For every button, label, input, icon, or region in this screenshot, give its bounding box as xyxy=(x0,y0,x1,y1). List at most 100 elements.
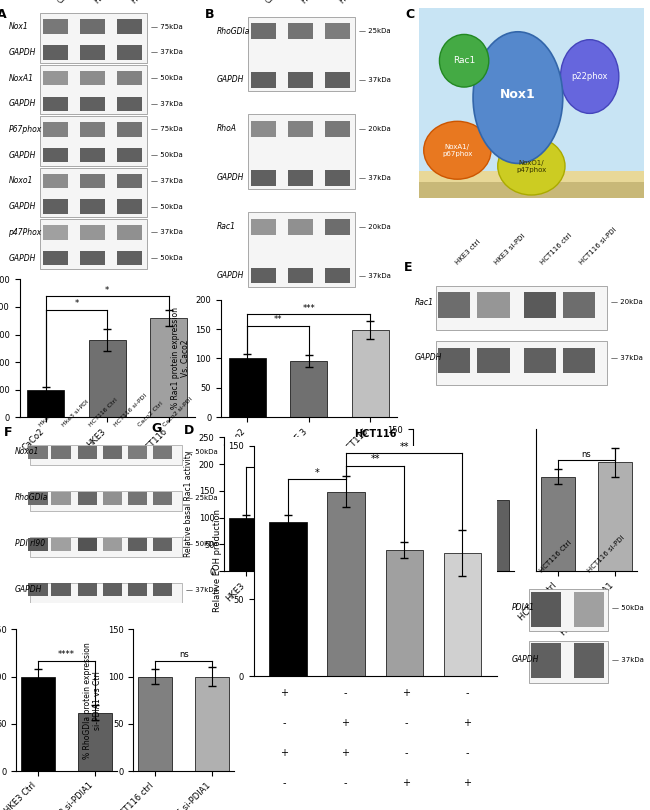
Text: -: - xyxy=(282,778,286,788)
Text: — 37kDa: — 37kDa xyxy=(151,100,183,107)
Bar xyxy=(116,199,142,214)
Text: *: * xyxy=(272,457,277,466)
Bar xyxy=(153,583,172,596)
FancyBboxPatch shape xyxy=(248,212,355,287)
Text: HKE3 ctrl: HKE3 ctrl xyxy=(454,239,482,266)
Text: HKE3: HKE3 xyxy=(92,0,113,6)
Text: Rac1: Rac1 xyxy=(453,56,475,66)
FancyBboxPatch shape xyxy=(529,641,608,683)
Y-axis label: % Rac1 protein expression
Vs. Caco2: % Rac1 protein expression Vs. Caco2 xyxy=(170,308,190,409)
Ellipse shape xyxy=(424,122,491,179)
Bar xyxy=(89,340,125,417)
Text: — 25kDa: — 25kDa xyxy=(359,28,391,34)
Text: Rac1: Rac1 xyxy=(216,222,235,231)
Text: ****: **** xyxy=(58,650,75,659)
Bar xyxy=(128,492,148,505)
Bar xyxy=(43,225,68,240)
FancyBboxPatch shape xyxy=(40,65,147,114)
Text: — 50kDa: — 50kDa xyxy=(151,75,183,81)
Bar xyxy=(324,23,350,39)
Bar xyxy=(116,173,142,188)
Bar xyxy=(229,518,263,571)
Bar xyxy=(43,251,68,266)
Bar xyxy=(103,492,122,505)
Bar xyxy=(79,173,105,188)
FancyBboxPatch shape xyxy=(436,286,606,330)
Text: GAPDH: GAPDH xyxy=(8,202,36,211)
Text: GAPDH: GAPDH xyxy=(216,271,244,280)
Text: +: + xyxy=(463,778,471,788)
Text: RhoA: RhoA xyxy=(216,125,237,134)
Bar xyxy=(43,45,68,59)
FancyBboxPatch shape xyxy=(529,589,608,632)
Text: ns: ns xyxy=(179,650,188,659)
FancyBboxPatch shape xyxy=(40,14,147,63)
Text: — 75kDa: — 75kDa xyxy=(151,23,183,29)
Text: PDI rl90: PDI rl90 xyxy=(15,539,45,548)
Bar xyxy=(443,553,481,676)
Bar xyxy=(43,199,68,214)
Text: HCT116 si-PDI: HCT116 si-PDI xyxy=(586,535,625,574)
Text: **: ** xyxy=(274,315,282,324)
Bar xyxy=(324,267,350,284)
FancyBboxPatch shape xyxy=(31,445,182,465)
Text: RhoGDIa: RhoGDIa xyxy=(15,493,48,502)
Text: +: + xyxy=(280,748,288,758)
Title: HCT116: HCT116 xyxy=(354,429,396,439)
Text: F: F xyxy=(3,426,12,439)
Bar xyxy=(79,45,105,59)
Bar xyxy=(79,148,105,163)
Text: — 20kDa: — 20kDa xyxy=(611,300,643,305)
Bar xyxy=(153,492,172,505)
Bar xyxy=(328,492,365,676)
Bar xyxy=(438,347,471,373)
FancyBboxPatch shape xyxy=(40,117,147,166)
Bar xyxy=(251,219,276,235)
Text: — 37kDa: — 37kDa xyxy=(151,229,183,236)
Text: GAPDH: GAPDH xyxy=(15,585,42,594)
Text: — 50kDa: — 50kDa xyxy=(186,449,217,455)
FancyBboxPatch shape xyxy=(248,17,355,92)
Bar xyxy=(324,72,350,88)
Y-axis label: Relative EOH production: Relative EOH production xyxy=(213,509,222,612)
Text: Nox1: Nox1 xyxy=(8,22,28,31)
Bar xyxy=(43,122,68,137)
Bar xyxy=(419,172,644,182)
Bar xyxy=(43,70,68,85)
Bar xyxy=(563,292,595,318)
Bar xyxy=(287,267,313,284)
Text: — 37kDa: — 37kDa xyxy=(359,77,391,83)
Bar xyxy=(78,492,98,505)
Text: +: + xyxy=(341,748,349,758)
Bar xyxy=(43,96,68,111)
Text: ***: *** xyxy=(302,304,315,313)
Bar xyxy=(195,676,229,771)
Bar xyxy=(128,583,148,596)
Bar xyxy=(103,446,122,459)
Text: p22phox: p22phox xyxy=(571,72,608,81)
Bar xyxy=(29,492,47,505)
Text: — 20kDa: — 20kDa xyxy=(359,224,391,230)
Bar xyxy=(324,219,350,235)
Text: Caco2: Caco2 xyxy=(263,0,286,5)
Text: — 37kDa: — 37kDa xyxy=(611,355,643,360)
Bar xyxy=(43,148,68,163)
Bar xyxy=(21,676,55,771)
Bar xyxy=(79,251,105,266)
Bar xyxy=(251,23,276,39)
Bar xyxy=(385,550,423,676)
Text: HCT116 Ctrl: HCT116 Ctrl xyxy=(538,539,573,574)
Bar xyxy=(103,538,122,551)
Text: — 20kDa: — 20kDa xyxy=(359,126,391,132)
FancyBboxPatch shape xyxy=(436,341,606,386)
Bar xyxy=(523,347,556,373)
Text: — 37kDa: — 37kDa xyxy=(151,178,183,184)
Text: +: + xyxy=(402,778,410,788)
Bar xyxy=(541,476,575,571)
Text: -: - xyxy=(343,778,346,788)
FancyBboxPatch shape xyxy=(40,220,147,269)
Bar xyxy=(419,182,644,198)
Bar xyxy=(79,19,105,34)
Text: GAPDH: GAPDH xyxy=(8,151,36,160)
Text: — 37kDa: — 37kDa xyxy=(359,272,391,279)
